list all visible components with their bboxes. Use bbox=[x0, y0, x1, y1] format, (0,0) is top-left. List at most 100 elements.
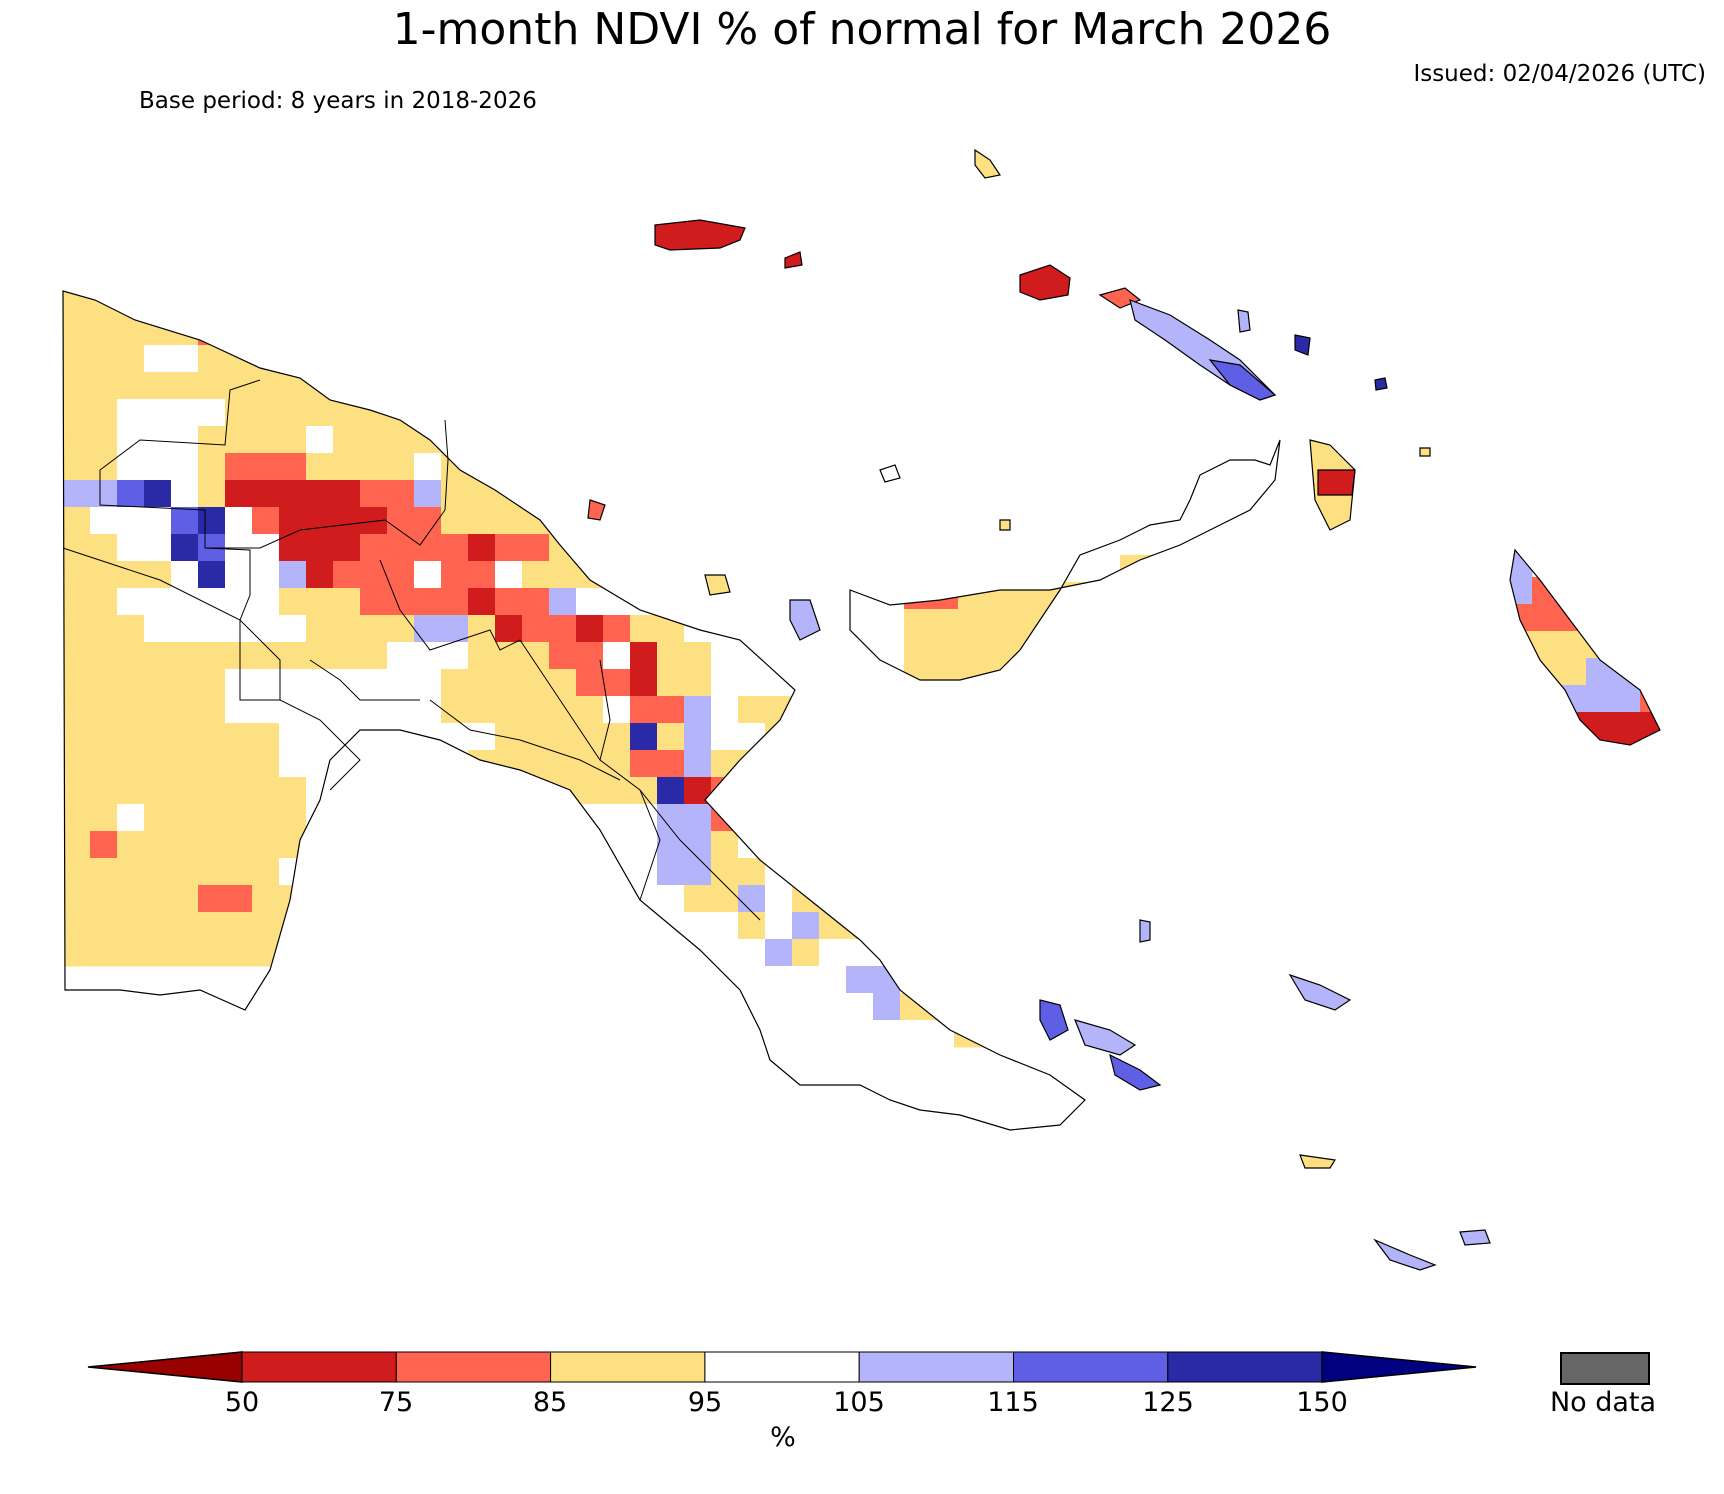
map-cell bbox=[333, 642, 361, 670]
map-cell bbox=[495, 831, 523, 859]
map-cell bbox=[279, 777, 307, 805]
map-cell bbox=[198, 858, 226, 886]
map-cell bbox=[846, 1020, 874, 1048]
map-cell bbox=[387, 534, 415, 562]
map-cell bbox=[225, 669, 253, 697]
map-cell bbox=[198, 831, 226, 859]
map-cell bbox=[387, 507, 415, 535]
map-cell bbox=[198, 480, 226, 508]
map-cell bbox=[333, 345, 361, 373]
map-cell bbox=[144, 372, 172, 400]
map-cell bbox=[738, 696, 766, 724]
map-cell bbox=[387, 642, 415, 670]
map-cell bbox=[1309, 555, 1337, 583]
map-cell bbox=[792, 1020, 820, 1048]
map-cell bbox=[576, 534, 604, 562]
map-cell bbox=[225, 939, 253, 967]
legend-swatch bbox=[1167, 1351, 1323, 1383]
map-cell bbox=[576, 588, 604, 616]
map-cell bbox=[63, 318, 91, 346]
map-cell bbox=[468, 561, 496, 589]
map-cell bbox=[333, 696, 361, 724]
map-cell bbox=[468, 723, 496, 751]
map-cell bbox=[468, 480, 496, 508]
map-cell bbox=[360, 696, 388, 724]
map-cell bbox=[117, 831, 145, 859]
map-cell bbox=[252, 669, 280, 697]
map-cell bbox=[441, 831, 469, 859]
map-cell bbox=[630, 615, 658, 643]
map-cell bbox=[958, 609, 986, 637]
map-cell bbox=[1444, 555, 1472, 583]
map-cell bbox=[1008, 1020, 1036, 1048]
map-cell bbox=[495, 453, 523, 481]
map-cell bbox=[1613, 685, 1641, 713]
map-cell bbox=[1012, 636, 1040, 664]
map-cell bbox=[1532, 658, 1560, 686]
map-cell bbox=[1667, 712, 1695, 740]
map-cell bbox=[468, 858, 496, 886]
map-cell bbox=[225, 885, 253, 913]
map-cell bbox=[765, 750, 793, 778]
map-cell bbox=[279, 453, 307, 481]
legend-tick: 50 bbox=[224, 1387, 260, 1418]
map-cell bbox=[738, 804, 766, 832]
map-cell bbox=[603, 858, 631, 886]
map-cell bbox=[333, 372, 361, 400]
map-cell bbox=[684, 885, 712, 913]
map-cell bbox=[225, 480, 253, 508]
map-cell bbox=[738, 723, 766, 751]
map-cell bbox=[306, 561, 334, 589]
map-cell bbox=[333, 912, 361, 940]
map-cell bbox=[306, 507, 334, 535]
map-cell bbox=[90, 723, 118, 751]
map-cell bbox=[846, 777, 874, 805]
map-cell bbox=[63, 399, 91, 427]
map-cell bbox=[225, 696, 253, 724]
map-cell bbox=[144, 777, 172, 805]
map-cell bbox=[1282, 582, 1310, 610]
map-cell bbox=[603, 831, 631, 859]
map-cell bbox=[90, 318, 118, 346]
map-cell bbox=[765, 912, 793, 940]
map-cell bbox=[333, 399, 361, 427]
map-cell bbox=[306, 696, 334, 724]
map-cell bbox=[468, 777, 496, 805]
map-cell bbox=[90, 804, 118, 832]
map-cell bbox=[495, 804, 523, 832]
map-cell bbox=[495, 939, 523, 967]
map-cell bbox=[603, 912, 631, 940]
map-cell bbox=[495, 669, 523, 697]
map-cell bbox=[63, 777, 91, 805]
map-cell bbox=[90, 507, 118, 535]
map-cell bbox=[1255, 636, 1280, 664]
map-cell bbox=[117, 480, 145, 508]
map-cell bbox=[576, 723, 604, 751]
map-cell bbox=[1579, 501, 1607, 529]
map-cell bbox=[117, 642, 145, 670]
map-cell bbox=[1417, 555, 1445, 583]
map-cell bbox=[657, 777, 685, 805]
map-cell bbox=[252, 345, 280, 373]
map-cell bbox=[198, 777, 226, 805]
map-cell bbox=[225, 453, 253, 481]
map-cell bbox=[495, 912, 523, 940]
map-cell bbox=[522, 939, 550, 967]
map-cell bbox=[63, 426, 91, 454]
map-cell bbox=[711, 858, 739, 886]
map-cell bbox=[603, 885, 631, 913]
map-cell bbox=[1012, 609, 1040, 637]
map-cell bbox=[117, 561, 145, 589]
map-cell bbox=[846, 804, 874, 832]
map-cell bbox=[1552, 474, 1580, 502]
map-cell bbox=[1390, 582, 1418, 610]
map-cell bbox=[90, 885, 118, 913]
map-cell bbox=[387, 750, 415, 778]
map-cell bbox=[873, 777, 901, 805]
map-cell bbox=[225, 642, 253, 670]
map-cell bbox=[360, 642, 388, 670]
map-cell bbox=[333, 885, 361, 913]
no-data-swatch bbox=[1560, 1352, 1650, 1385]
map-cell bbox=[630, 723, 658, 751]
map-cell bbox=[603, 696, 631, 724]
